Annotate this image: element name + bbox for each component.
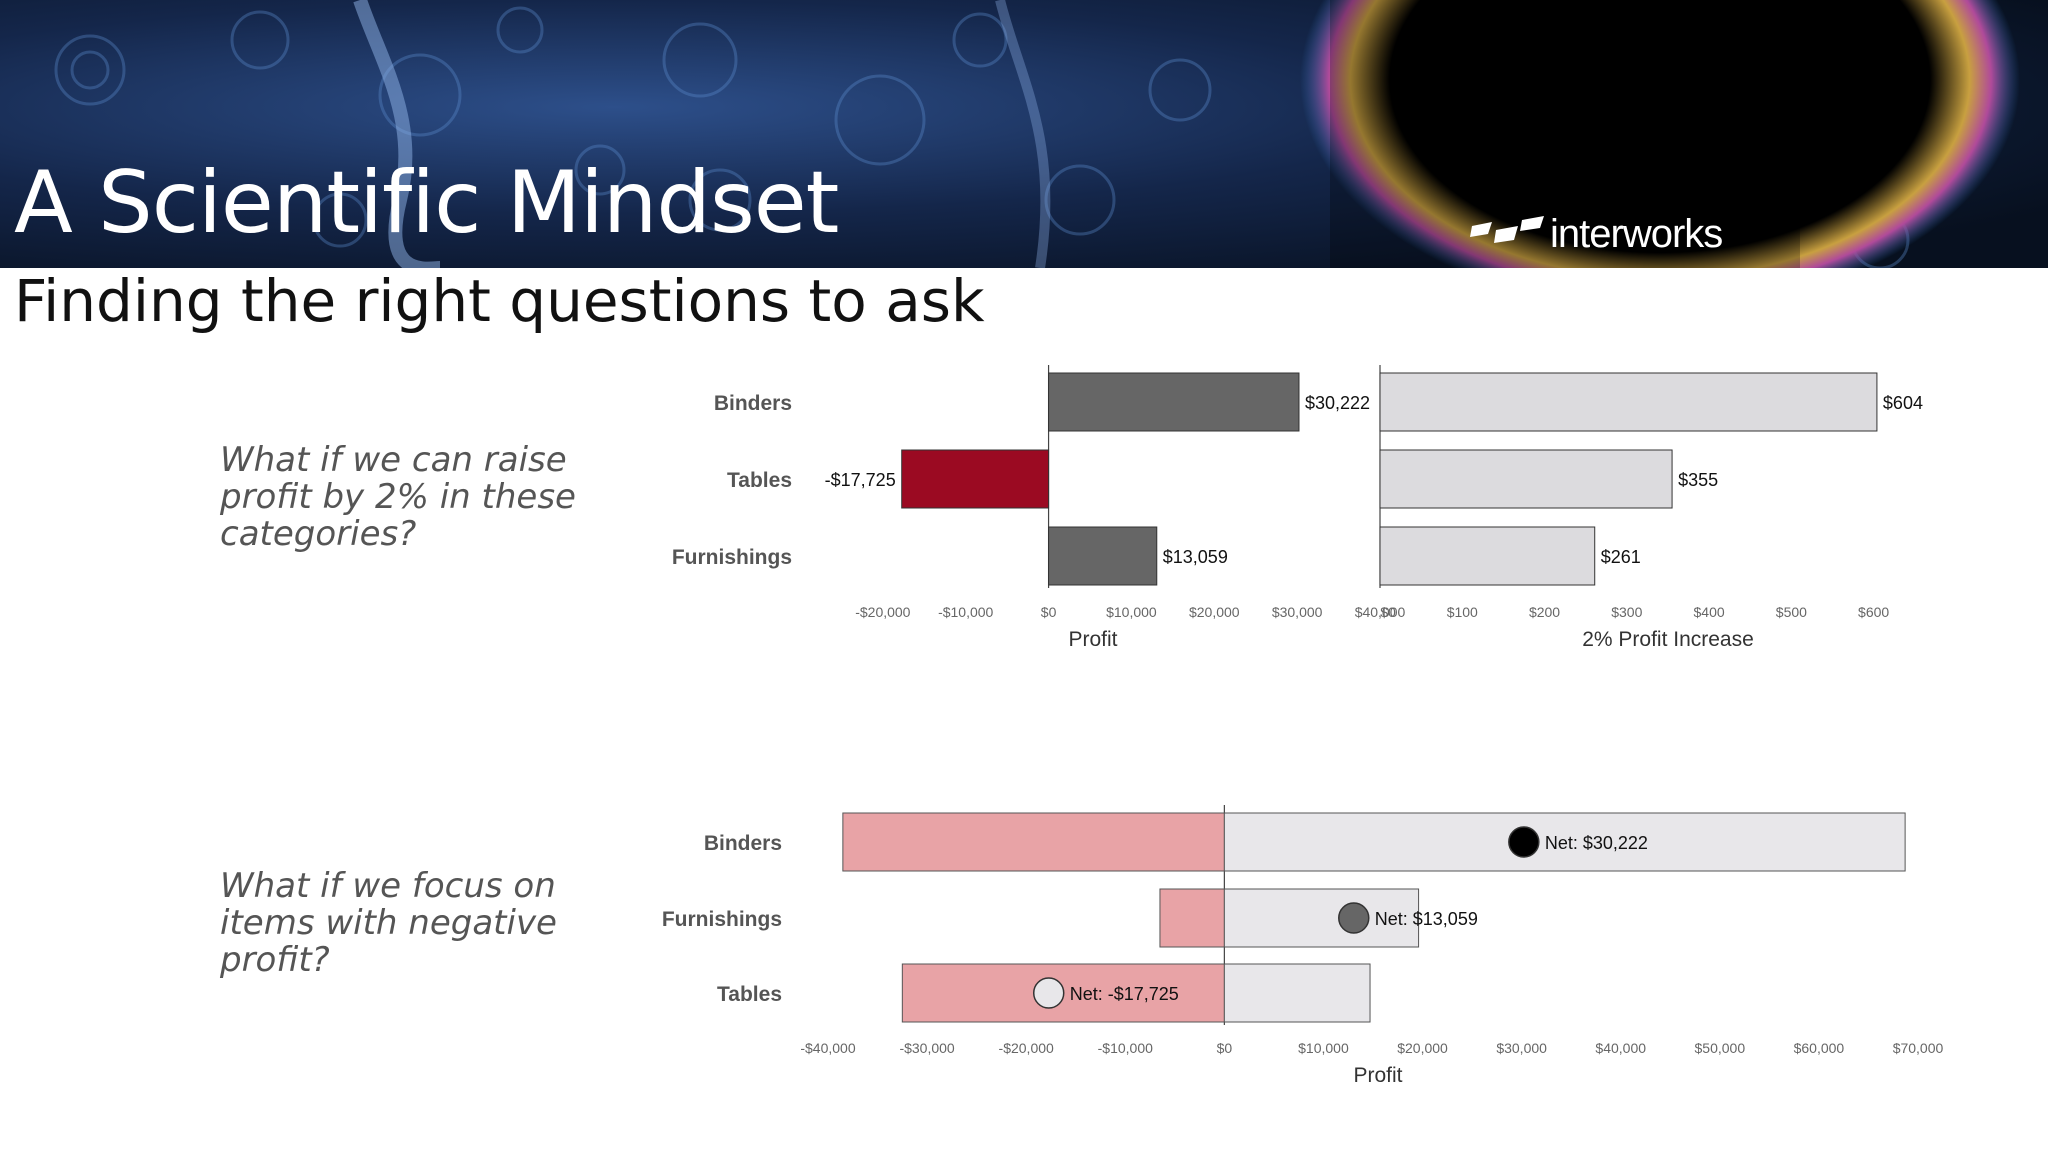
chart1-data-label: $30,222 bbox=[1305, 393, 1370, 413]
chart3-net-label: Net: -$17,725 bbox=[1070, 984, 1179, 1004]
chart1-axis-title: Profit bbox=[1068, 628, 1117, 651]
chart3-tick-label: $20,000 bbox=[1397, 1040, 1448, 1056]
chart1-category-label: Binders bbox=[714, 392, 792, 415]
chart2-tick-label: $500 bbox=[1776, 604, 1807, 620]
question-raise-profit: What if we can raise profit by 2% in the… bbox=[220, 440, 576, 554]
chart1-category-label: Tables bbox=[727, 469, 792, 492]
chart3-tick-label: -$10,000 bbox=[1098, 1040, 1153, 1056]
chart3-gain-bar bbox=[1223, 888, 1420, 948]
chart3-tick-label: $60,000 bbox=[1794, 1040, 1845, 1056]
chart2-tick-label: $300 bbox=[1611, 604, 1642, 620]
fractal-background bbox=[0, 0, 2048, 268]
chart2-tick-label: $0 bbox=[1380, 604, 1396, 620]
chart2-tick-label: $100 bbox=[1447, 604, 1478, 620]
logo-text: interworks bbox=[1550, 212, 1723, 256]
chart3-net-label: Net: $30,222 bbox=[1545, 833, 1648, 853]
interworks-logo: interworks bbox=[1470, 212, 1723, 260]
chart2-tick-label: $400 bbox=[1694, 604, 1725, 620]
chart3-net-dot bbox=[1338, 902, 1370, 934]
chart3-tick-label: $50,000 bbox=[1695, 1040, 1746, 1056]
chart3-net-dot bbox=[1032, 977, 1065, 1009]
logo-mark-icon bbox=[1470, 216, 1544, 243]
chart1-bar bbox=[1048, 372, 1300, 432]
chart3-tick-label: $30,000 bbox=[1496, 1040, 1547, 1056]
chart2-axis-title: 2% Profit Increase bbox=[1582, 628, 1754, 651]
chart3-tick-label: $0 bbox=[1217, 1040, 1233, 1056]
chart3-category-label: Binders bbox=[704, 832, 782, 855]
chart3-category-label: Furnishings bbox=[662, 908, 782, 931]
chart1-data-label: -$17,725 bbox=[825, 470, 896, 490]
chart3-net-dot bbox=[1508, 826, 1540, 858]
chart1-tick-label: $10,000 bbox=[1106, 604, 1157, 620]
chart3-tick-label: $40,000 bbox=[1595, 1040, 1646, 1056]
chart2-data-label: $355 bbox=[1678, 470, 1718, 490]
chart3-tick-label: $70,000 bbox=[1893, 1040, 1944, 1056]
chart3-tick-label: $10,000 bbox=[1298, 1040, 1349, 1056]
chart2-data-label: $261 bbox=[1601, 547, 1641, 567]
chart3-tick-label: -$40,000 bbox=[800, 1040, 855, 1056]
chart1-tick-label: -$10,000 bbox=[938, 604, 993, 620]
chart1-category-label: Furnishings bbox=[672, 546, 792, 569]
chart3-tick-label: -$30,000 bbox=[899, 1040, 954, 1056]
chart2-bar bbox=[1379, 526, 1596, 586]
chart3-gain-bar bbox=[1223, 812, 1906, 872]
page-subtitle: Finding the right questions to ask bbox=[14, 267, 985, 335]
chart3-category-label: Tables bbox=[717, 983, 782, 1006]
chart3-loss-bar bbox=[1159, 888, 1225, 948]
chart1-tick-label: $40,000 bbox=[1355, 604, 1406, 620]
chart2-data-label: $604 bbox=[1883, 393, 1923, 413]
chart3-loss-bar bbox=[842, 812, 1225, 872]
chart1-tick-label: $0 bbox=[1041, 604, 1057, 620]
chart1-bar bbox=[1048, 526, 1158, 586]
chart3-tick-label: -$20,000 bbox=[999, 1040, 1054, 1056]
chart2-bar bbox=[1379, 372, 1878, 432]
chart1-tick-label: -$20,000 bbox=[855, 604, 910, 620]
question-negative-profit: What if we focus on items with negative … bbox=[220, 866, 557, 980]
header-banner: A Scientific Mindset interworks bbox=[0, 0, 2048, 268]
chart3-axis-title: Profit bbox=[1353, 1064, 1402, 1087]
chart2-tick-label: $200 bbox=[1529, 604, 1560, 620]
chart1-bar bbox=[901, 449, 1050, 509]
chart1-tick-label: $30,000 bbox=[1272, 604, 1323, 620]
chart2-tick-label: $600 bbox=[1858, 604, 1889, 620]
chart3-gain-bar bbox=[1223, 963, 1371, 1023]
page-title: A Scientific Mindset bbox=[14, 153, 839, 253]
chart1-tick-label: $20,000 bbox=[1189, 604, 1240, 620]
chart2-bar bbox=[1379, 449, 1673, 509]
chart1-data-label: $13,059 bbox=[1163, 547, 1228, 567]
chart3-net-label: Net: $13,059 bbox=[1375, 909, 1478, 929]
